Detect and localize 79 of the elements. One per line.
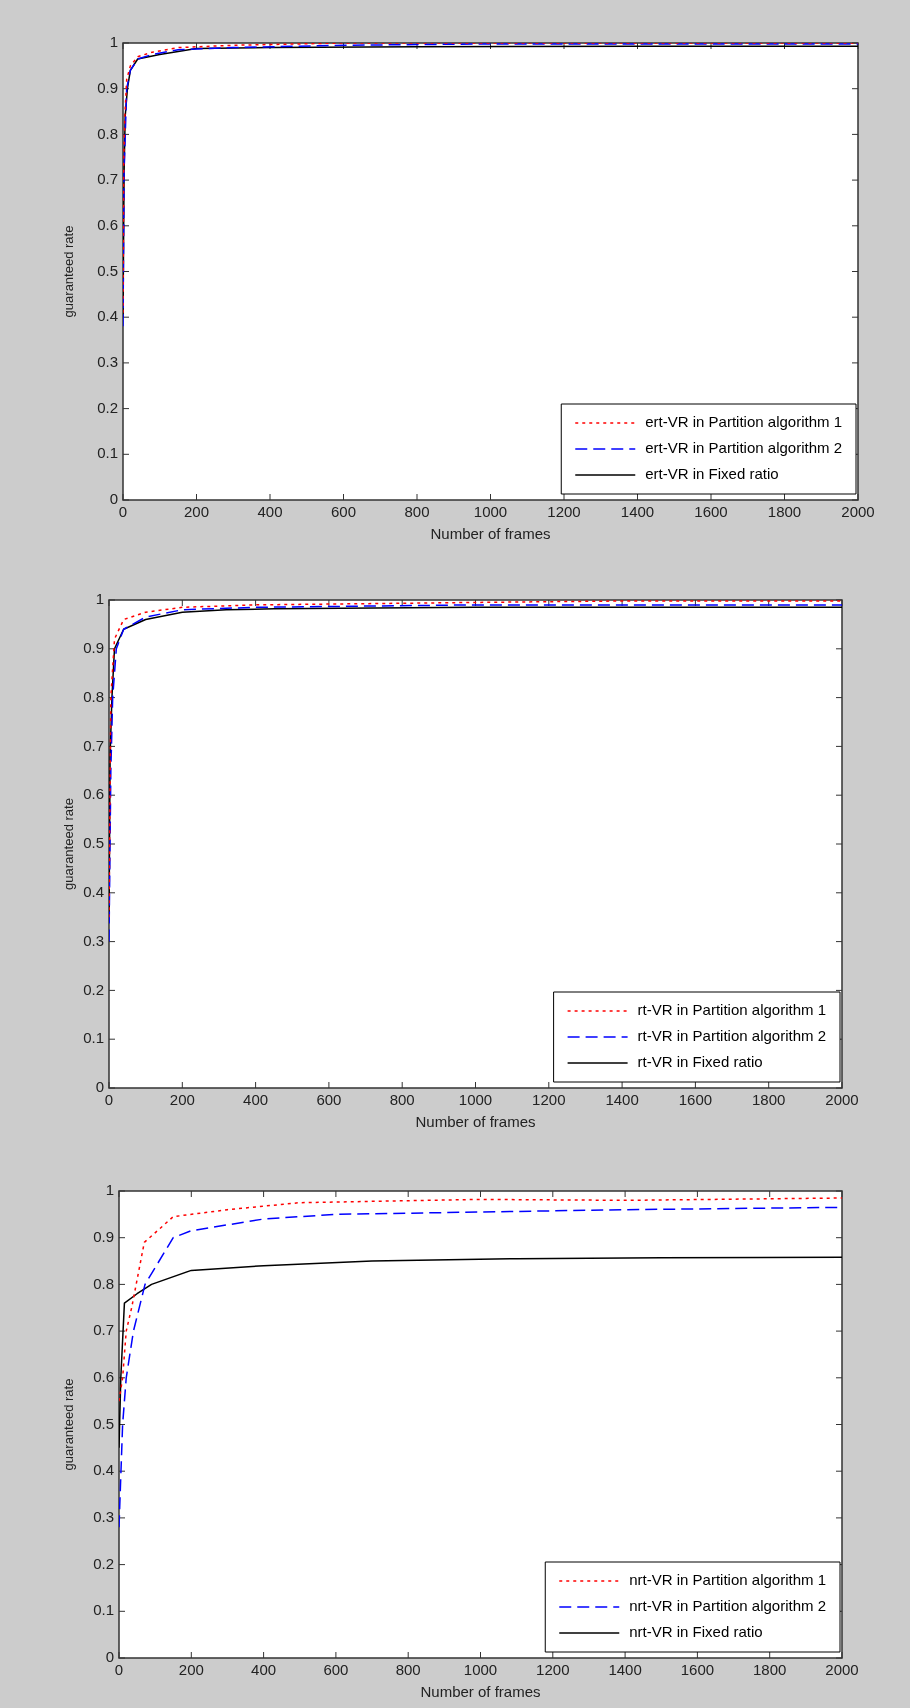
y-tick-label: 0.8 — [83, 687, 104, 705]
y-axis-title: guaranteed rate — [61, 1378, 77, 1471]
x-tick-label: 600 — [330, 503, 357, 521]
y-tick-label: 0.9 — [93, 1227, 114, 1245]
y-tick-label: 0 — [109, 490, 118, 508]
x-tick-label: 1000 — [473, 503, 508, 521]
x-tick-label: 1200 — [532, 1091, 566, 1109]
y-tick-label: 0.8 — [97, 124, 118, 142]
line-series — [119, 1197, 842, 1402]
y-tick-label: 0.7 — [83, 736, 104, 754]
legend-label: ert-VR in Fixed ratio — [645, 465, 779, 483]
y-tick-label: 0.6 — [83, 785, 104, 803]
x-tick-label: 800 — [389, 1091, 415, 1109]
y-tick-label: 0.6 — [93, 1367, 114, 1385]
x-tick-label: 600 — [323, 1661, 349, 1679]
x-tick-label: 200 — [169, 1091, 195, 1109]
y-tick-label: 0.8 — [93, 1274, 114, 1292]
x-tick-label: 1000 — [458, 1091, 493, 1109]
y-tick-label: 0.4 — [97, 307, 118, 325]
x-tick-label: 1800 — [767, 503, 802, 521]
x-tick-label: 200 — [183, 503, 210, 521]
x-tick-label: 1600 — [694, 503, 728, 521]
x-tick-label: 800 — [404, 503, 430, 521]
y-tick-label: 1 — [95, 590, 104, 608]
y-tick-label: 0.3 — [93, 1508, 114, 1526]
legend-label: ert-VR in Partition algorithm 2 — [645, 439, 843, 457]
y-tick-label: 0.5 — [83, 834, 104, 852]
y-tick-label: 1 — [105, 1181, 114, 1199]
x-axis-title: Number of frames — [420, 1683, 541, 1701]
y-tick-label: 0.2 — [97, 398, 118, 416]
x-tick-label: 1400 — [620, 503, 655, 521]
y-tick-label: 0 — [95, 1078, 104, 1096]
y-tick-label: 0.4 — [93, 1461, 114, 1479]
y-tick-label: 0.1 — [93, 1601, 114, 1619]
legend-label: nrt-VR in Partition algorithm 1 — [629, 1571, 827, 1589]
x-tick-label: 1200 — [536, 1661, 570, 1679]
x-tick-label: 1400 — [608, 1661, 642, 1679]
y-tick-label: 0.9 — [97, 78, 118, 96]
legend-label: nrt-VR in Fixed ratio — [629, 1623, 763, 1641]
y-tick-label: 0.1 — [97, 444, 118, 462]
y-tick-label: 0.7 — [93, 1321, 114, 1339]
x-tick-label: 1000 — [463, 1661, 498, 1679]
x-axis-title: Number of frames — [430, 525, 551, 543]
y-tick-label: 0.3 — [97, 353, 118, 371]
x-tick-label: 2000 — [841, 503, 875, 521]
x-tick-label: 1800 — [753, 1661, 787, 1679]
x-tick-label: 2000 — [825, 1091, 859, 1109]
y-tick-label: 0.6 — [97, 215, 118, 233]
y-axis-title: guaranteed rate — [61, 225, 77, 318]
x-axis-title: Number of frames — [415, 1113, 536, 1131]
y-tick-label: 0.5 — [97, 261, 118, 279]
x-tick-label: 1800 — [752, 1091, 786, 1109]
x-tick-label: 1600 — [678, 1091, 713, 1109]
y-tick-label: 0.9 — [83, 638, 104, 656]
x-tick-label: 1200 — [547, 503, 581, 521]
y-tick-label: 0.5 — [93, 1414, 114, 1432]
x-tick-label: 1400 — [605, 1091, 639, 1109]
y-tick-label: 0.3 — [83, 931, 104, 949]
legend-label: ert-VR in Partition algorithm 1 — [645, 413, 843, 431]
y-tick-label: 0 — [105, 1648, 114, 1666]
legend-label: nrt-VR in Partition algorithm 2 — [629, 1597, 827, 1615]
legend-label: rt-VR in Partition algorithm 1 — [637, 1001, 827, 1019]
x-tick-label: 400 — [257, 503, 283, 521]
y-axis-title: guaranteed rate — [61, 798, 77, 890]
y-tick-label: 0.2 — [93, 1554, 114, 1572]
x-tick-label: 400 — [251, 1661, 277, 1679]
y-tick-label: 0.4 — [83, 882, 104, 900]
legend-label: rt-VR in Fixed ratio — [637, 1053, 763, 1071]
x-tick-label: 2000 — [825, 1661, 859, 1679]
x-tick-label: 200 — [178, 1661, 204, 1679]
x-tick-label: 1600 — [680, 1661, 715, 1679]
x-tick-label: 600 — [316, 1091, 342, 1109]
y-tick-label: 0.7 — [97, 170, 118, 188]
y-tick-label: 0.2 — [83, 980, 104, 998]
legend-label: rt-VR in Partition algorithm 2 — [637, 1027, 827, 1045]
y-tick-label: 1 — [109, 33, 118, 51]
y-tick-label: 0.1 — [83, 1029, 104, 1047]
x-tick-label: 400 — [243, 1091, 269, 1109]
x-tick-label: 800 — [395, 1661, 421, 1679]
